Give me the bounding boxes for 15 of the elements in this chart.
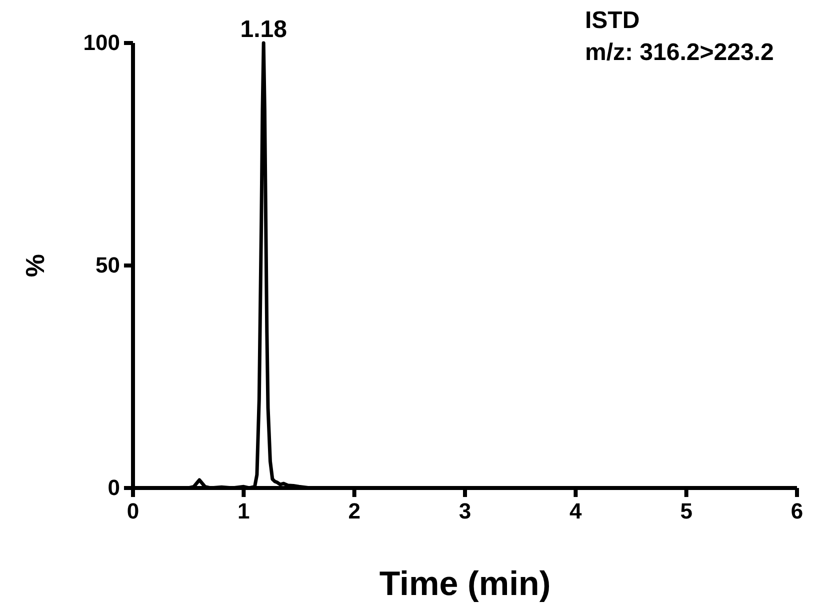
y-tick-label: 50	[96, 252, 120, 278]
x-axis-title: Time (min)	[379, 565, 551, 603]
x-tick-label: 4	[570, 498, 583, 524]
annotation: m/z: 316.2>223.2	[585, 39, 774, 66]
x-tick-label: 6	[790, 498, 804, 524]
x-tick-label: 5	[680, 498, 692, 524]
y-tick-label: 0	[108, 475, 120, 500]
annotation: 1.18	[240, 16, 287, 43]
y-axis-title: %	[20, 254, 50, 278]
x-tick-label: 3	[458, 498, 472, 524]
text: ISTD	[585, 7, 640, 34]
y-tick-label: 100	[83, 30, 120, 56]
x-tick-label: 2	[348, 498, 360, 524]
x-tick-label: 1	[238, 498, 250, 524]
x-tick-label: 0	[126, 498, 140, 524]
